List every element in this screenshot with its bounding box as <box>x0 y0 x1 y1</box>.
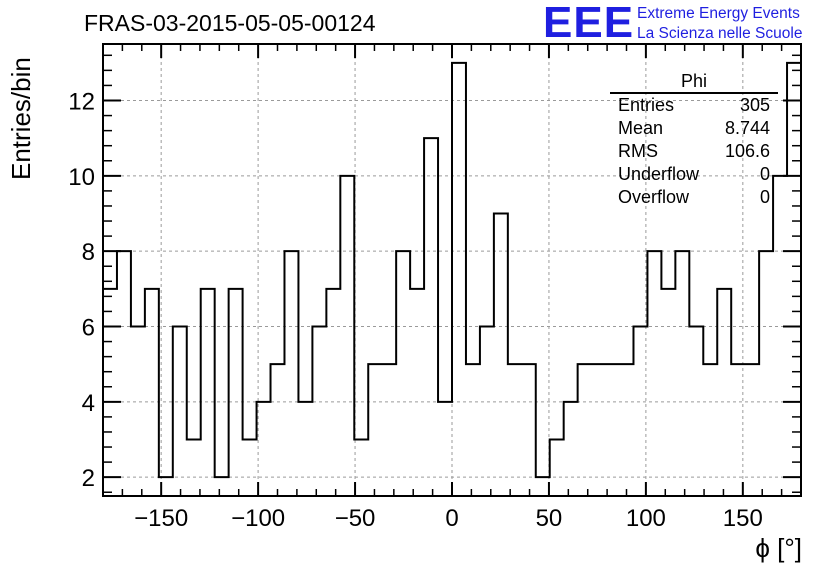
stats-label: Mean <box>618 118 664 138</box>
stats-label: Underflow <box>618 164 700 184</box>
stats-label: Overflow <box>618 187 690 207</box>
stats-value: 106.6 <box>724 141 770 161</box>
axis-tick-labels: −150 −100 −50 0 50 100 150 2 4 6 8 10 12 <box>68 89 763 533</box>
stats-value: 0 <box>759 164 770 184</box>
y-tick-label: 12 <box>68 89 95 116</box>
stats-box: Phi Entries 305 Mean 8.744 RMS 106.6 Underf… <box>610 72 778 209</box>
stats-value: 0 <box>759 187 770 207</box>
y-axis-label: Entries/bin <box>6 57 36 180</box>
y-tick-label: 8 <box>82 239 95 266</box>
eee-logo: EEE <box>543 0 635 47</box>
y-tick-label: 2 <box>82 465 95 492</box>
stats-row: Entries 305 <box>610 94 778 117</box>
stats-value: 8.744 <box>724 118 770 138</box>
stats-label: RMS <box>618 141 658 161</box>
x-tick-label: 150 <box>723 505 763 532</box>
x-tick-label: −150 <box>134 505 188 532</box>
x-tick-label: 100 <box>626 505 666 532</box>
stats-title: Phi <box>610 72 778 94</box>
stats-row: Overflow 0 <box>610 186 778 209</box>
stats-row: Underflow 0 <box>610 163 778 186</box>
histogram-outline <box>103 61 801 479</box>
stats-label: Entries <box>618 95 675 115</box>
stats-row: Mean 8.744 <box>610 117 778 140</box>
y-tick-label: 4 <box>82 390 95 417</box>
logo-line-2: La Scienza nelle Scuole <box>637 25 803 42</box>
logo-caption: Extreme Energy Events La Scienza nelle S… <box>637 4 802 44</box>
x-tick-label: 0 <box>445 505 458 532</box>
x-tick-label: −50 <box>335 505 376 532</box>
axis-ticks <box>102 44 802 496</box>
x-tick-label: 50 <box>536 505 563 532</box>
chart-title: FRAS-03-2015-05-05-00124 <box>84 10 376 36</box>
x-tick-label: −100 <box>231 505 285 532</box>
stats-row: RMS 106.6 <box>610 140 778 163</box>
logo-line-1: Extreme Energy Events <box>637 5 800 22</box>
y-tick-label: 6 <box>82 315 95 342</box>
stats-value: 305 <box>739 95 770 115</box>
plot-frame <box>102 43 802 497</box>
y-tick-label: 10 <box>68 164 95 191</box>
x-axis-label: ϕ [°] <box>755 533 802 563</box>
